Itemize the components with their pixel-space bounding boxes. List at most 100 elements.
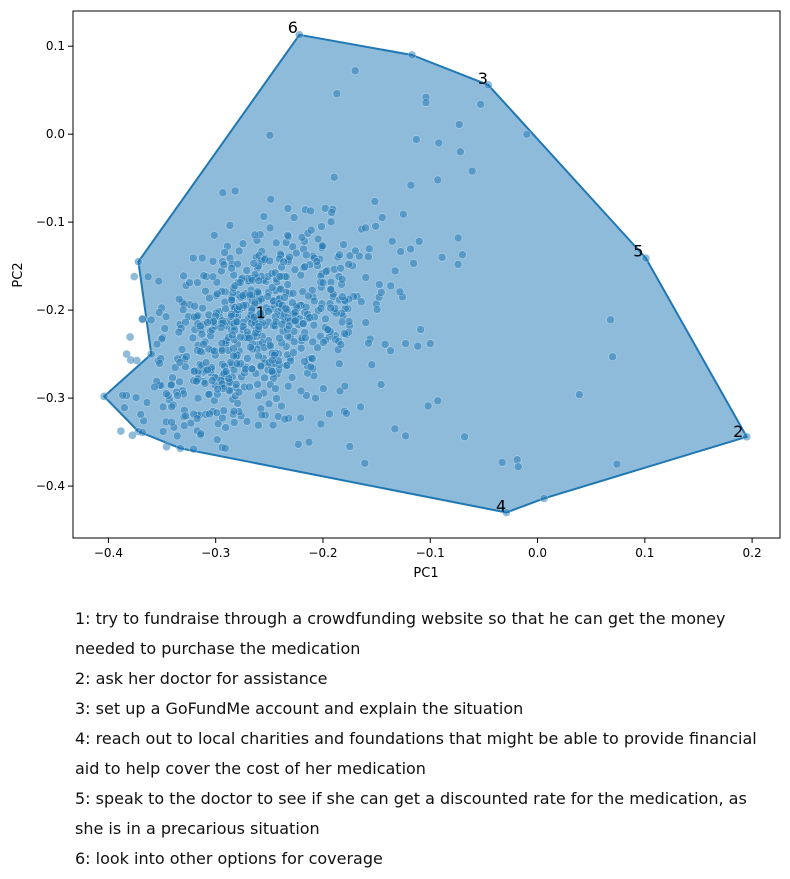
legend-item-6: 6: look into other options for coverage (75, 849, 383, 868)
data-point (288, 289, 298, 298)
data-point (266, 194, 276, 204)
data-point (364, 338, 373, 348)
data-point (231, 380, 241, 389)
data-point (154, 276, 164, 286)
data-point (236, 332, 245, 342)
data-point (296, 343, 306, 353)
data-point (230, 281, 240, 291)
data-point (245, 382, 254, 392)
data-point (301, 250, 311, 260)
data-point (292, 248, 301, 258)
y-tick-label: 0.1 (46, 39, 65, 53)
data-point (309, 296, 319, 306)
x-tick-label: 0.0 (528, 546, 547, 560)
point-annotation-2: 2 (733, 422, 743, 441)
x-tick-label: −0.4 (94, 546, 123, 560)
data-point (386, 281, 396, 291)
data-point (302, 391, 311, 400)
y-tick-label: 0.0 (46, 127, 65, 141)
data-point (181, 411, 190, 421)
data-point (313, 234, 323, 244)
data-point (376, 288, 386, 297)
data-point (189, 253, 198, 263)
legend-item-1: 1: try to fundraise through a crowdfundi… (75, 609, 726, 658)
data-point (189, 444, 198, 454)
data-point (128, 431, 137, 440)
data-point (332, 89, 342, 98)
data-point (301, 333, 310, 343)
data-point (168, 373, 177, 382)
data-point (99, 392, 109, 401)
data-point (412, 135, 421, 144)
data-point (225, 221, 235, 230)
data-point (311, 393, 320, 403)
data-point (281, 304, 291, 313)
data-point (131, 393, 141, 402)
data-point (229, 418, 239, 427)
data-point (205, 409, 214, 419)
data-point (126, 355, 135, 365)
data-point (196, 321, 205, 331)
data-point (195, 346, 205, 356)
data-point (277, 401, 286, 411)
data-point (265, 131, 275, 140)
data-point (416, 325, 425, 334)
data-point (413, 341, 423, 351)
data-point (267, 367, 277, 376)
y-tick-label: −0.1 (36, 215, 65, 229)
data-point (283, 381, 293, 391)
data-point (304, 291, 313, 301)
data-point (196, 429, 206, 438)
data-point (167, 417, 176, 427)
data-point (265, 256, 274, 266)
data-point (539, 494, 549, 503)
data-point (426, 339, 435, 348)
data-point (342, 409, 351, 418)
data-point (193, 393, 203, 403)
data-point (321, 267, 331, 276)
data-point (250, 298, 260, 308)
data-point (323, 325, 333, 334)
data-point (361, 273, 371, 282)
y-tick-label: −0.3 (36, 391, 65, 405)
data-point (304, 437, 314, 447)
data-point (372, 305, 382, 314)
data-point (460, 432, 469, 442)
data-point (152, 339, 162, 349)
data-point (319, 338, 328, 347)
data-point (283, 280, 293, 289)
data-point (198, 303, 207, 313)
data-point (268, 355, 277, 365)
x-tick-label: 0.1 (635, 546, 654, 560)
data-point (160, 324, 170, 333)
data-point (217, 346, 227, 355)
data-point (272, 394, 281, 403)
data-point (456, 147, 465, 157)
data-point (476, 100, 485, 109)
data-point (407, 50, 417, 60)
data-point (350, 66, 360, 76)
data-point (433, 396, 443, 406)
data-point (512, 455, 522, 464)
data-point (375, 280, 384, 289)
data-point (174, 327, 184, 337)
data-point (204, 390, 214, 399)
data-point (433, 175, 443, 185)
data-point (243, 354, 252, 363)
data-point (154, 308, 164, 317)
data-point (221, 367, 231, 376)
data-point (575, 390, 584, 399)
data-point (497, 458, 507, 467)
data-point (483, 80, 493, 90)
data-point (316, 304, 326, 313)
data-point (203, 318, 212, 327)
data-point (263, 292, 273, 301)
data-point (232, 317, 242, 327)
x-axis: −0.4 −0.3 −0.2 −0.1 0.0 0.1 0.2 (94, 538, 762, 560)
data-point (186, 418, 196, 428)
annotation-layer: 1 2 3 4 5 6 (256, 18, 744, 516)
data-point (280, 293, 289, 302)
legend-item-5: 5: speak to the doctor to see if she can… (75, 789, 747, 838)
legend-item-4: 4: reach out to local charities and foun… (75, 729, 757, 778)
x-tick-label: 0.2 (743, 546, 762, 560)
